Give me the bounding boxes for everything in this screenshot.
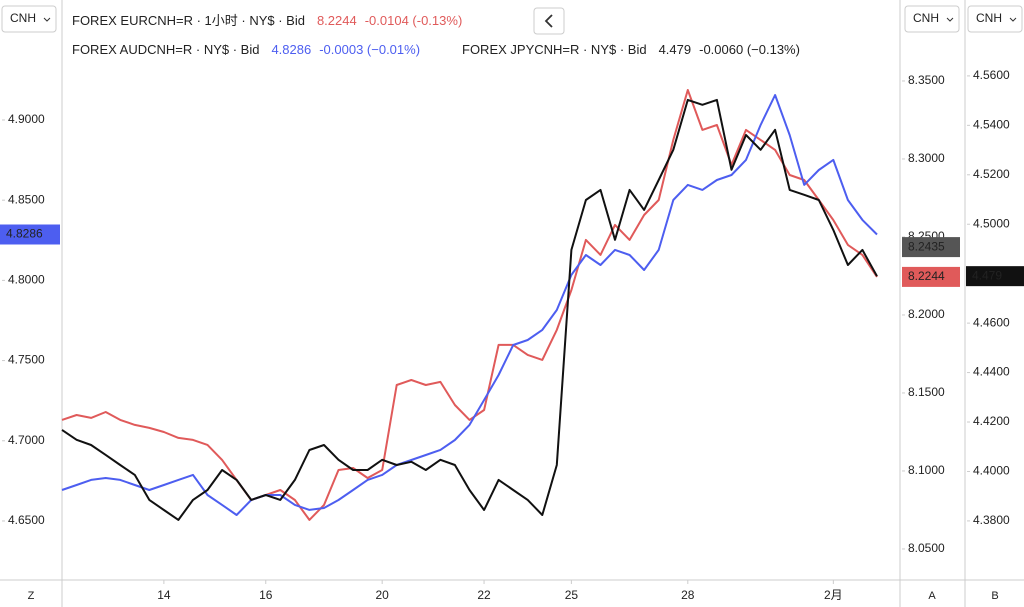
collapse-icon — [544, 14, 553, 28]
legend-change: -0.0104 (-0.13%) — [365, 13, 463, 28]
x-tick-label: 16 — [259, 588, 273, 602]
y-tick-label: 8.2000 — [908, 307, 945, 321]
y-tick-label: 4.4000 — [973, 464, 1010, 478]
legend-name: FOREX JPYCNH=R · NY$ · Bid — [462, 42, 647, 57]
x-tick-label: 20 — [375, 588, 389, 602]
y-tick-label: 4.4600 — [973, 315, 1010, 329]
unit-button[interactable] — [904, 5, 960, 33]
y-tick-label: 4.4400 — [973, 365, 1010, 379]
y-tick-label: 4.7000 — [8, 433, 45, 447]
legend-name: FOREX EURCNH=R · 1小时 · NY$ · Bid — [72, 13, 305, 28]
series-line — [61, 98, 878, 521]
legend-entry: FOREX AUDCNH=R · NY$ · Bid 4.8286 -0.0003 … — [72, 42, 420, 57]
y-tick-label: 4.5000 — [973, 216, 1010, 230]
y-tick-label: 8.3500 — [908, 73, 945, 87]
unit-label: CNH — [976, 11, 1002, 25]
axis-id: Z — [28, 590, 35, 602]
y-tick-label: 8.3000 — [908, 151, 945, 165]
unit-label: CNH — [913, 11, 939, 25]
price-tag-label: 8.2435 — [908, 239, 945, 253]
dropdown-icon — [946, 17, 954, 22]
x-tick-label: 25 — [565, 588, 579, 602]
y-tick-label: 4.5600 — [973, 68, 1010, 82]
y-tick-label: 4.5400 — [973, 118, 1010, 132]
legend-name: FOREX AUDCNH=R · NY$ · Bid — [72, 42, 259, 57]
collapse-button[interactable] — [533, 7, 565, 35]
y-tick-label: 4.8500 — [8, 192, 45, 206]
legend-entry: FOREX JPYCNH=R · NY$ · Bid 4.479 -0.0060 (… — [462, 42, 800, 57]
series-line — [61, 89, 878, 521]
axis-id: B — [991, 590, 998, 602]
legend-value: 4.479 — [659, 42, 692, 57]
y-tick-label: 8.0500 — [908, 541, 945, 555]
series-line — [61, 94, 878, 516]
x-tick-label: 14 — [157, 588, 171, 602]
y-tick-label: 8.1500 — [908, 385, 945, 399]
x-tick-label: 22 — [477, 588, 491, 602]
x-tick-label: 28 — [681, 588, 695, 602]
legend-change: -0.0003 (−0.01%) — [319, 42, 420, 57]
x-tick-label: 2月 — [824, 588, 843, 602]
price-tag-label: 4.479 — [972, 268, 1002, 282]
legend-value: 8.2244 — [317, 13, 357, 28]
y-tick-label: 4.8000 — [8, 273, 45, 287]
unit-button[interactable] — [1, 5, 57, 33]
y-tick-label: 4.9000 — [8, 112, 45, 126]
unit-label: CNH — [10, 11, 36, 25]
y-tick-label: 4.6500 — [8, 513, 45, 527]
price-tag — [902, 266, 960, 287]
price-tag — [0, 224, 60, 245]
y-tick-label: 4.4200 — [973, 414, 1010, 428]
price-tag-label: 4.8286 — [6, 227, 43, 241]
price-tag — [902, 237, 960, 258]
legend-change: -0.0060 (−0.13%) — [699, 42, 800, 57]
legend-value: 4.8286 — [271, 42, 311, 57]
y-tick-label: 4.3800 — [973, 513, 1010, 527]
dropdown-icon — [43, 17, 51, 22]
price-tag-label: 8.2244 — [908, 269, 945, 283]
y-tick-label: 4.5200 — [973, 167, 1010, 181]
unit-button[interactable] — [967, 5, 1023, 33]
dropdown-icon — [1009, 17, 1017, 22]
axis-id: A — [928, 590, 936, 602]
y-tick-label: 4.7500 — [8, 353, 45, 367]
y-tick-label: 8.1000 — [908, 463, 945, 477]
legend-entry: FOREX EURCNH=R · 1小时 · NY$ · Bid 8.2244 -0… — [72, 13, 462, 28]
price-tag — [966, 266, 1024, 287]
